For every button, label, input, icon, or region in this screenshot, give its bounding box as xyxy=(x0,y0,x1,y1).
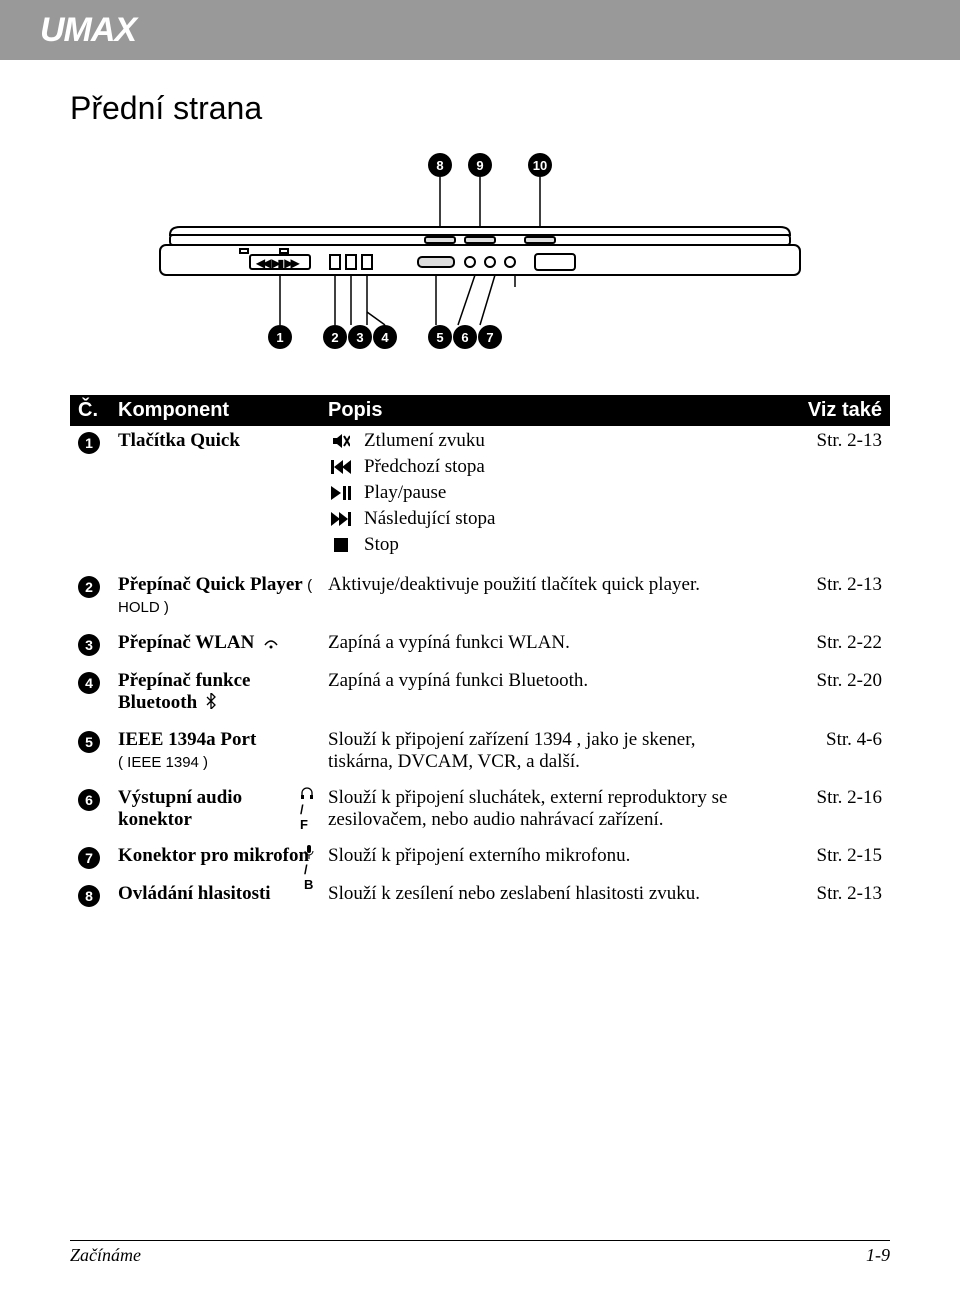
desc-text: Následující stopa xyxy=(364,508,495,530)
desc-text: Ztlumení zvuku xyxy=(364,430,485,452)
header-bar: UMAX xyxy=(0,0,960,60)
desc-text: Play/pause xyxy=(364,482,446,504)
wifi-icon xyxy=(263,633,279,655)
brand-logo: UMAX xyxy=(40,11,136,50)
comp-label: Ovládání hlasitosti xyxy=(118,883,271,904)
comp-label: IEEE 1394a Port xyxy=(118,729,256,750)
ref-cell: Str. 2-13 xyxy=(762,574,882,596)
svg-text:3: 3 xyxy=(356,330,363,345)
callout-8: 8 xyxy=(436,158,443,173)
desc-cell: Ztlumení zvuku Předchozí stopa Play/paus… xyxy=(328,430,762,560)
table-row: 1 Tlačítka Quick Ztlumení zvuku Předchoz… xyxy=(70,426,890,570)
svg-text:5: 5 xyxy=(436,330,443,345)
row-num: 7 xyxy=(78,847,100,869)
mute-icon xyxy=(328,433,354,449)
table-header: Č. Komponent Popis Viz také xyxy=(70,395,890,426)
ref-cell: Str. 2-13 xyxy=(762,430,882,452)
footer-right: 1-9 xyxy=(866,1245,890,1266)
row-num: 8 xyxy=(78,885,100,907)
ref-cell: Str. 2-22 xyxy=(762,632,882,654)
table-row: 8 Ovládání hlasitosti Slouží k zesílení … xyxy=(70,879,890,917)
bluetooth-icon xyxy=(206,693,216,715)
comp-label: Přepínač WLAN xyxy=(118,632,254,653)
row-num: 6 xyxy=(78,789,100,811)
th-num: Č. xyxy=(78,399,118,422)
comp-label: Výstupní audio konektor xyxy=(118,787,242,830)
table-row: 7 Konektor pro mikrofon /B Slouží k přip… xyxy=(70,841,890,879)
page-title: Přední strana xyxy=(70,90,890,127)
comp-cell: Přepínač WLAN xyxy=(118,632,328,655)
comp-cell: Ovládání hlasitosti xyxy=(118,883,328,905)
th-comp: Komponent xyxy=(118,399,328,422)
ref-cell: Str. 4-6 xyxy=(762,729,882,751)
table-row: 4 Přepínač funkce Bluetooth Zapíná a vyp… xyxy=(70,666,890,725)
content: Přední strana 8 9 10 xyxy=(0,60,960,917)
table-body: 1 Tlačítka Quick Ztlumení zvuku Předchoz… xyxy=(70,426,890,917)
footer-left: Začínáme xyxy=(70,1245,141,1266)
page-footer: Začínáme 1-9 xyxy=(70,1240,890,1266)
callout-9: 9 xyxy=(476,158,483,173)
desc-cell: Slouží k připojení externího mikrofonu. xyxy=(328,845,762,867)
table-row: 5 IEEE 1394a Port ( IEEE 1394 ) Slouží k… xyxy=(70,725,890,783)
desc-cell: Slouží k zesílení nebo zeslabení hlasito… xyxy=(328,883,762,905)
desc-cell: Zapíná a vypíná funkci WLAN. xyxy=(328,632,762,654)
callout-10: 10 xyxy=(533,158,547,173)
svg-text:7: 7 xyxy=(486,330,493,345)
desc-cell: Slouží k připojení sluchátek, externí re… xyxy=(328,787,762,831)
desc-cell: Aktivuje/deaktivuje použití tlačítek qui… xyxy=(328,574,762,596)
comp-cell: Tlačítka Quick xyxy=(118,430,328,452)
ref-cell: Str. 2-16 xyxy=(762,787,882,809)
ref-cell: Str. 2-20 xyxy=(762,670,882,692)
playpause-icon xyxy=(328,486,354,500)
table-row: 2 Přepínač Quick Player ( HOLD ) Aktivuj… xyxy=(70,570,890,628)
comp-sub: ( IEEE 1394 ) xyxy=(118,754,208,771)
comp-cell: Přepínač funkce Bluetooth xyxy=(118,670,328,715)
comp-cell: IEEE 1394a Port ( IEEE 1394 ) xyxy=(118,729,328,773)
next-icon xyxy=(328,512,354,526)
desc-text: Stop xyxy=(364,534,399,556)
comp-label: Přepínač Quick Player xyxy=(118,574,302,595)
desc-cell: Zapíná a vypíná funkci Bluetooth. xyxy=(328,670,762,692)
th-ref: Viz také xyxy=(762,399,882,422)
front-diagram: 8 9 10 xyxy=(70,147,890,367)
prev-icon xyxy=(328,460,354,474)
row-num: 5 xyxy=(78,731,100,753)
stop-icon xyxy=(328,538,354,552)
desc-cell: Slouží k připojení zařízení 1394 , jako … xyxy=(328,729,762,773)
svg-text:6: 6 xyxy=(461,330,468,345)
ref-cell: Str. 2-15 xyxy=(762,845,882,867)
svg-text:◀◀ ▶▮ ▶▶: ◀◀ ▶▮ ▶▶ xyxy=(258,259,298,268)
comp-cell: Výstupní audio konektor /F xyxy=(118,787,328,831)
comp-cell: Konektor pro mikrofon /B xyxy=(118,845,328,867)
comp-cell: Přepínač Quick Player ( HOLD ) xyxy=(118,574,328,618)
th-desc: Popis xyxy=(328,399,762,422)
row-num: 1 xyxy=(78,432,100,454)
comp-label: Tlačítka Quick xyxy=(118,430,240,451)
headphone-icon: /F xyxy=(300,787,314,832)
desc-text: Předchozí stopa xyxy=(364,456,485,478)
row-num: 3 xyxy=(78,634,100,656)
svg-text:1: 1 xyxy=(276,330,283,345)
row-num: 4 xyxy=(78,672,100,694)
svg-text:4: 4 xyxy=(381,330,389,345)
ref-cell: Str. 2-13 xyxy=(762,883,882,905)
svg-text:2: 2 xyxy=(331,330,338,345)
comp-label: Konektor pro mikrofon xyxy=(118,845,309,866)
table-row: 3 Přepínač WLAN Zapíná a vypíná funkci W… xyxy=(70,628,890,666)
comp-label: Přepínač funkce Bluetooth xyxy=(118,670,250,713)
table-row: 6 Výstupní audio konektor /F Slouží k př… xyxy=(70,783,890,841)
row-num: 2 xyxy=(78,576,100,598)
